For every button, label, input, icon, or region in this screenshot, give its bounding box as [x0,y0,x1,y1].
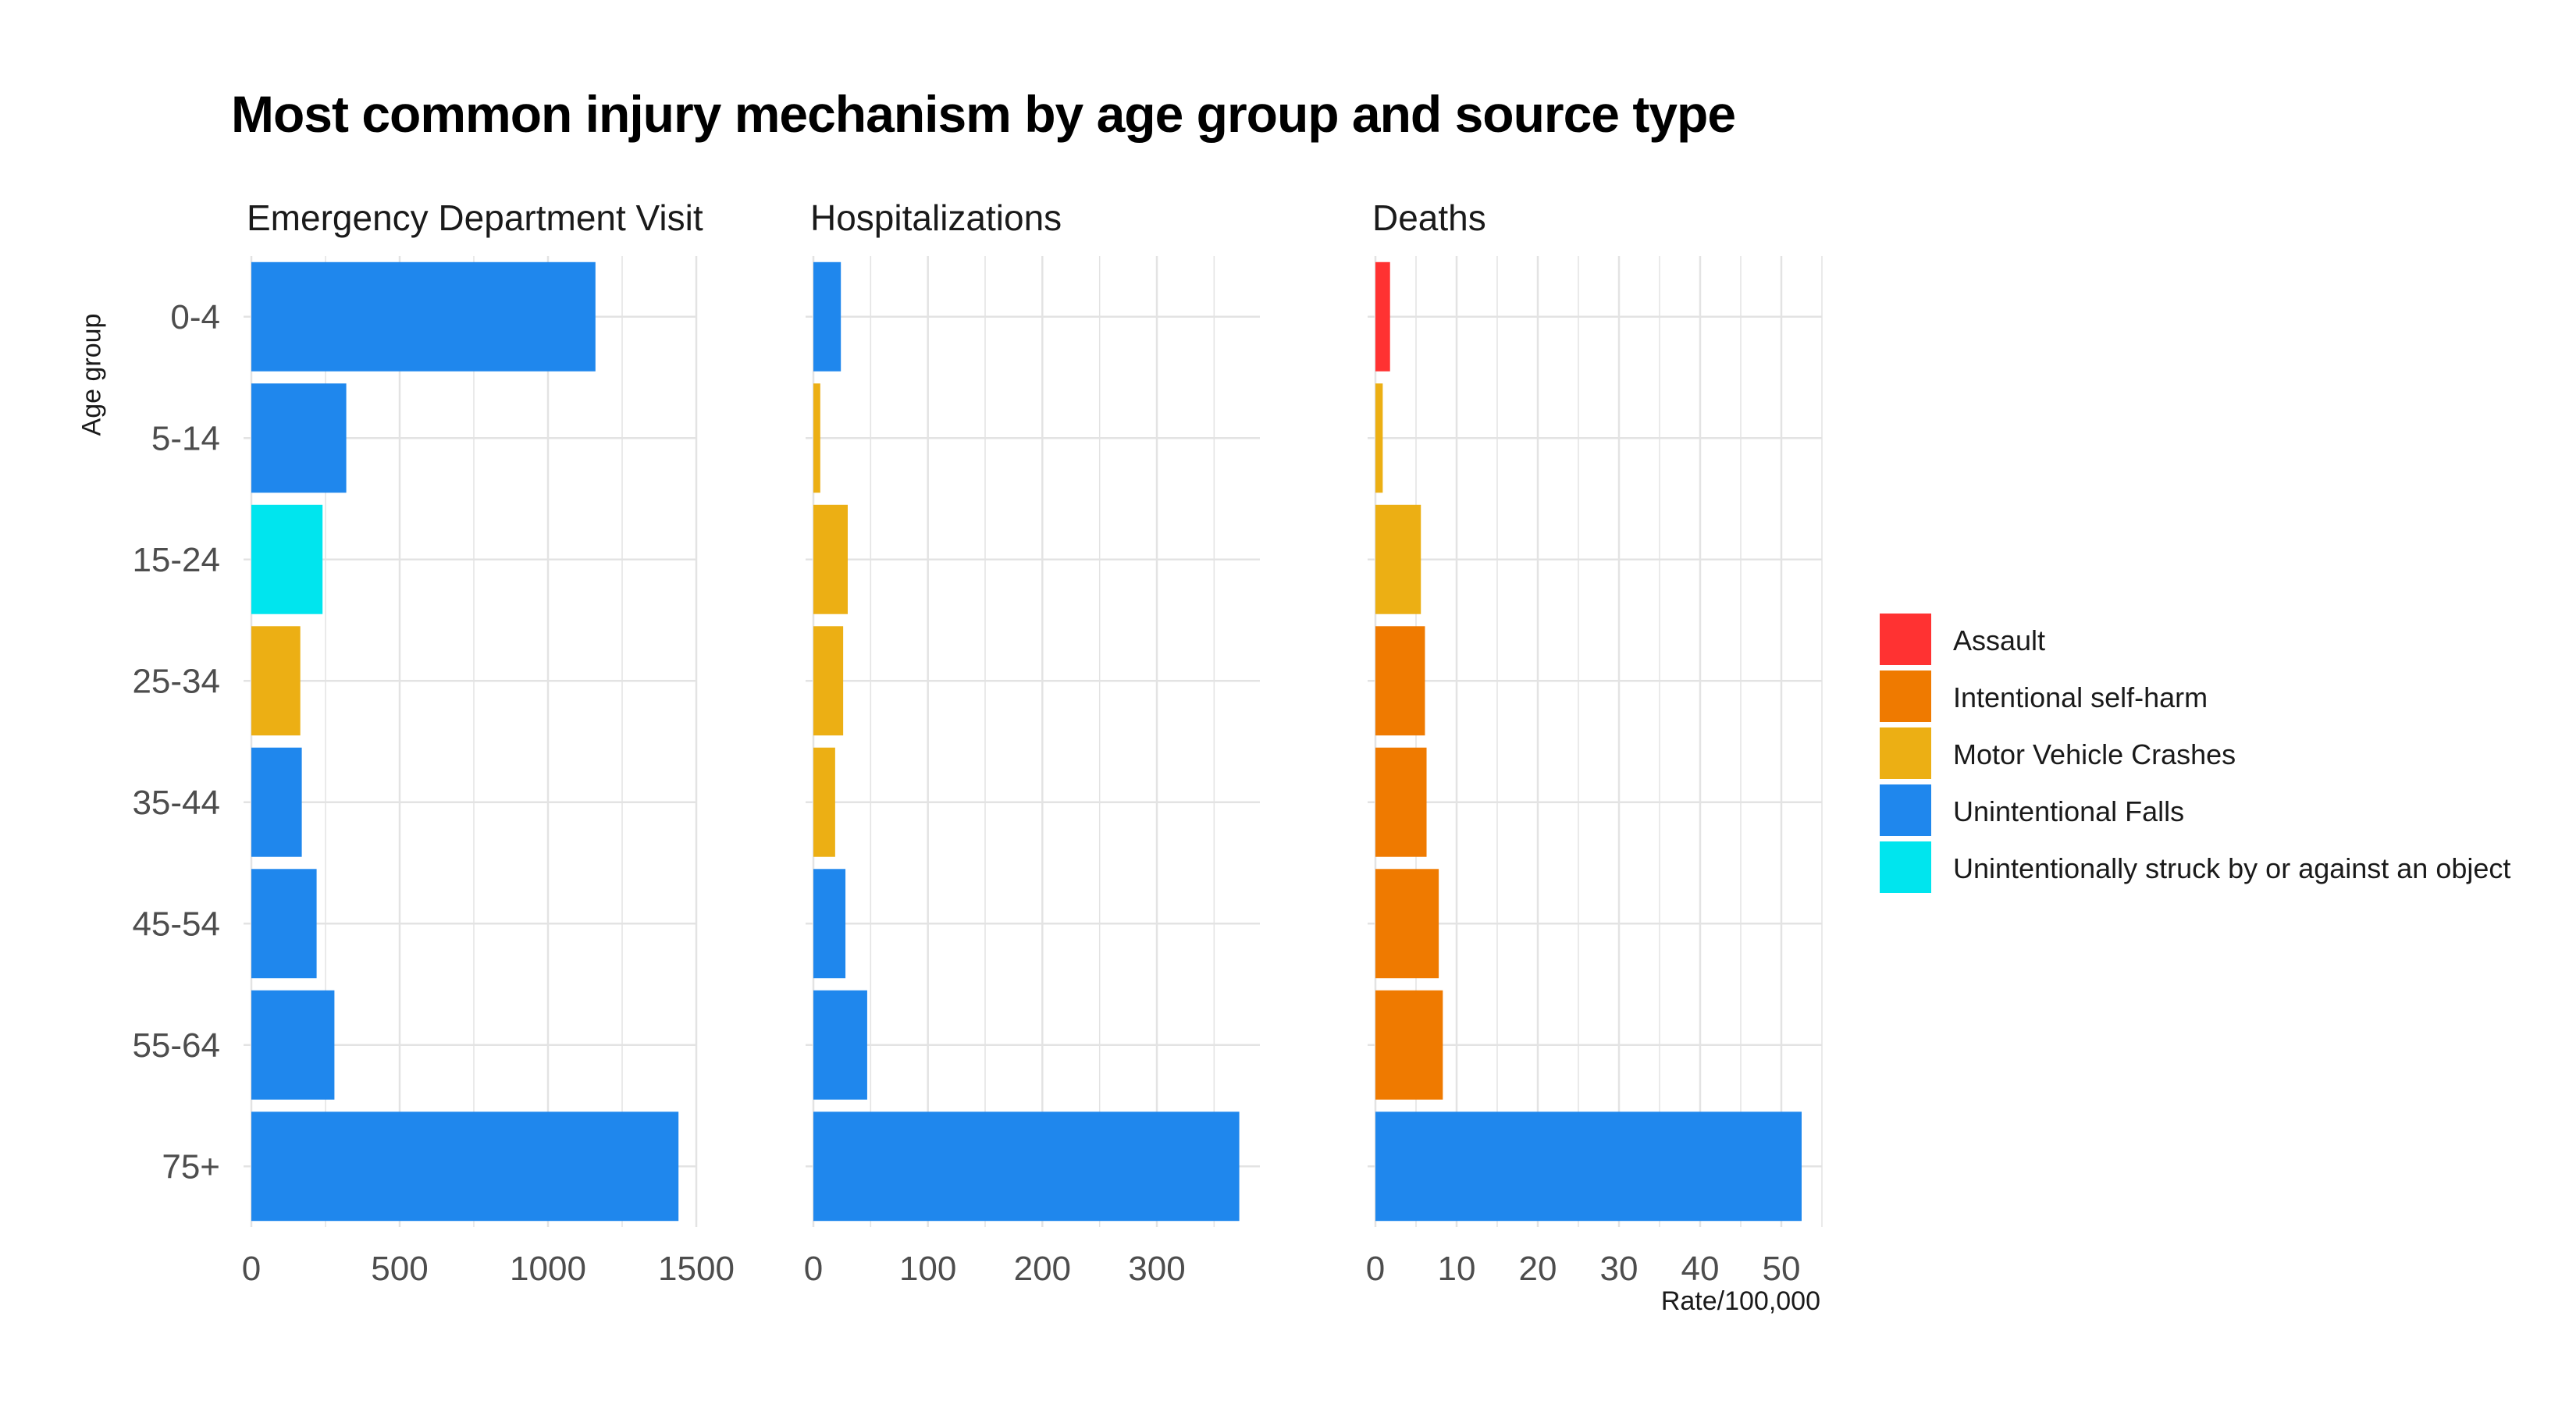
panel-emergency-department-visit: 0 500 1000 1500 0-4 5-14 15-24 25-34 35-44 45-54 5… [132,256,735,1288]
y-tick-label: 55-64 [132,1026,220,1065]
x-tick-label: 300 [1128,1250,1185,1288]
x-tick-label: 500 [371,1250,428,1288]
y-tick-label: 75+ [162,1147,220,1186]
bar-5-14 [813,383,820,493]
x-tick-label: 50 [1763,1250,1801,1288]
panel-deaths: 0 10 20 30 40 50 [1366,256,1823,1288]
legend-swatch [1880,614,1931,665]
x-axis-label: Rate/100,000 [1660,1286,1820,1316]
bar-35-44 [1375,747,1427,857]
bar-45-54 [251,869,317,979]
bar-15-24 [1375,504,1421,614]
legend-item-motor-vehicle-crashes: Motor Vehicle Crashes [1880,727,2576,779]
y-tick-label: 0-4 [170,298,220,336]
x-tick-label: 100 [899,1250,956,1288]
x-tick-label: 1500 [658,1250,735,1288]
legend-label: Assault [1953,624,2046,656]
x-tick-label: 0 [804,1250,823,1288]
legend-item-assault: Assault [1880,614,2576,665]
panel-hospitalizations: 0 100 200 300 [804,256,1260,1288]
bar-75 [1375,1112,1802,1222]
bar-25-34 [251,626,301,736]
y-tick-label: 15-24 [132,541,220,579]
legend-item-unintentional-falls: Unintentional Falls [1880,784,2576,836]
bar-0-4 [1375,261,1390,372]
bar-55-64 [813,990,867,1100]
legend-swatch [1880,841,1931,893]
facet-title-ed: Emergency Department Visit [247,197,703,238]
bar-5-14 [1375,383,1383,493]
bar-5-14 [251,383,347,493]
x-tick-label: 40 [1681,1250,1720,1288]
y-tick-label: 45-54 [132,905,220,943]
x-tick-label: 200 [1014,1250,1071,1288]
bar-35-44 [813,747,835,857]
bar-25-34 [1375,626,1425,736]
bar-45-54 [1375,869,1439,979]
legend-swatch [1880,784,1931,836]
x-tick-label: 0 [242,1250,261,1288]
bar-55-64 [251,990,335,1100]
facet-title-hosp: Hospitalizations [810,197,1062,238]
legend-item-intentional-self-harm: Intentional self-harm [1880,670,2576,722]
bar-15-24 [251,504,323,614]
legend-label: Intentional self-harm [1953,681,2208,713]
bar-0-4 [251,261,596,372]
legend-label: Unintentional Falls [1953,795,2185,827]
bar-45-54 [813,869,846,979]
bar-15-24 [813,504,848,614]
y-tick-label: 5-14 [151,419,220,457]
y-tick-label: 25-34 [132,662,220,700]
legend-swatch [1880,670,1931,722]
bar-75 [251,1112,679,1222]
legend-swatch [1880,727,1931,779]
x-tick-label: 10 [1438,1250,1476,1288]
y-tick-label: 35-44 [132,784,220,822]
facet-title-deaths: Deaths [1372,197,1486,238]
x-tick-label: 0 [1366,1250,1385,1288]
bar-35-44 [251,747,302,857]
bar-75 [813,1112,1240,1222]
chart-title: Most common injury mechanism by age grou… [231,85,1736,143]
bar-0-4 [813,261,841,372]
legend-label: Motor Vehicle Crashes [1953,738,2236,770]
bar-55-64 [1375,990,1443,1100]
x-tick-label: 30 [1600,1250,1638,1288]
bar-25-34 [813,626,844,736]
legend-label: Unintentionally struck by or against an … [1953,852,2511,884]
legend-item-unintentionally-struck-by-or-against-an-object: Unintentionally struck by or against an … [1880,841,2576,893]
x-tick-label: 1000 [510,1250,586,1288]
x-tick-label: 20 [1519,1250,1557,1288]
